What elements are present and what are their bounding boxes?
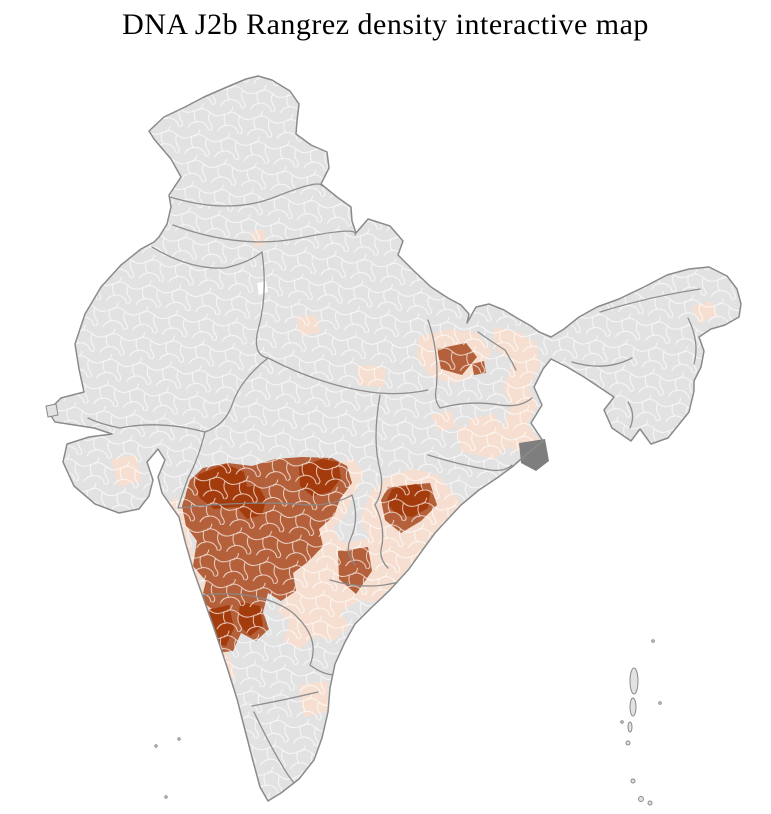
page-title: DNA J2b Rangrez density interactive map (122, 8, 649, 41)
kutch-islet (45, 403, 59, 418)
andaman-north-island (629, 667, 639, 695)
state-border-mp-cg (374, 394, 383, 506)
state-border-arunachal (599, 288, 701, 313)
district-region-coast-dot[interactable] (156, 525, 167, 539)
state-border-up-bihar (427, 319, 441, 409)
state-border-bihar-jharkhand (439, 397, 533, 409)
andaman-south-island (627, 721, 633, 733)
nicobar-island-3 (647, 800, 653, 806)
nicobar-island-1 (630, 778, 636, 784)
state-border-up-mp (267, 357, 429, 395)
lakshadweep-islet-1 (154, 744, 158, 748)
state-border-jharkhand-odisha (427, 454, 513, 472)
state-border-mh-east (347, 494, 357, 566)
state-border-mh-karnataka (195, 593, 299, 619)
andaman-islet (625, 740, 631, 746)
state-border-rajasthan-east (255, 251, 269, 359)
state-border-punjab (151, 246, 263, 269)
lakshadweep-islet-2 (177, 737, 181, 741)
state-border-jk (169, 183, 323, 207)
islands (45, 403, 662, 806)
state-border-nagaland (687, 317, 697, 365)
sundarbans-delta (519, 439, 549, 471)
state-border-gujarat-mh (177, 431, 206, 509)
andaman-outlying-islet-3 (620, 720, 624, 724)
state-border-cg-odisha (374, 504, 389, 569)
state-border-mp-mh (177, 494, 353, 509)
district-region-empty (257, 281, 268, 295)
nicobar-island-2 (638, 796, 644, 802)
state-border-hp (172, 224, 356, 243)
andaman-middle-island (629, 697, 637, 717)
state-border-meghalaya (571, 357, 633, 367)
andaman-outlying-islet-2 (658, 701, 662, 705)
state-border-karnataka-tn (251, 691, 319, 707)
state-border-ap-tn (344, 639, 351, 673)
lakshadweep-islet-3 (164, 795, 168, 799)
state-border-tripura (627, 401, 634, 429)
andaman-outlying-islet (651, 639, 655, 643)
state-border-sikkim-wb (477, 331, 517, 371)
